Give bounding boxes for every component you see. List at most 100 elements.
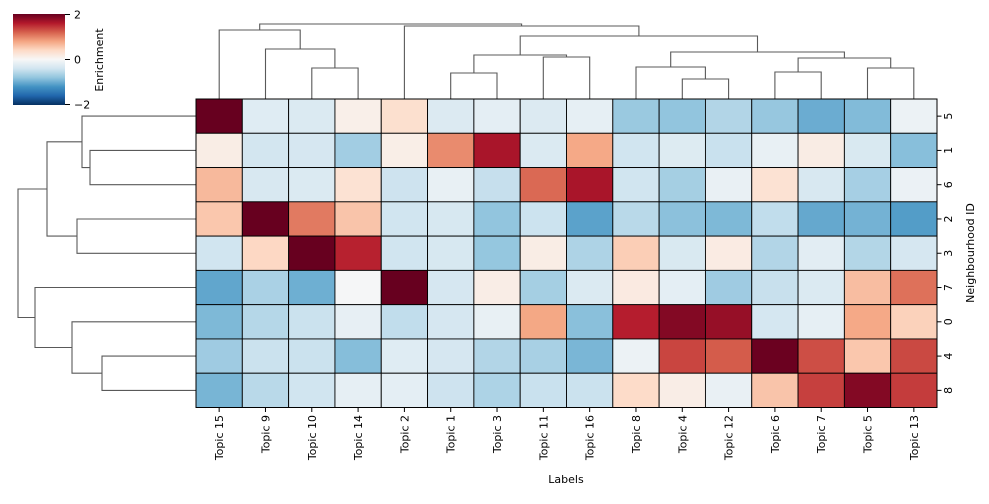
- heatmap-cell: [843, 269, 892, 306]
- heatmap-cell: [334, 235, 382, 271]
- heatmap-cell: [890, 235, 938, 271]
- heatmap-cell: [612, 167, 660, 203]
- colorbar-tick-label-max: 2: [74, 9, 81, 22]
- heatmap-cell: [241, 235, 290, 271]
- heatmap-cell: [519, 167, 567, 203]
- x-tick-label: Topic 12: [723, 415, 736, 461]
- heatmap-cell: [612, 132, 660, 169]
- heatmap-cell: [427, 167, 475, 203]
- column-dendrogram-link: [403, 25, 640, 99]
- heatmap-cell: [288, 338, 336, 374]
- y-tick-label: 3: [942, 250, 955, 257]
- heatmap-cell: [288, 235, 336, 271]
- heatmap-cell: [427, 304, 475, 340]
- colorbar: 2 0 −2 Enrichment: [13, 9, 106, 112]
- heatmap-cell: [380, 132, 429, 169]
- heatmap-cell: [288, 304, 336, 340]
- heatmap-cell: [843, 201, 892, 237]
- heatmap-cell: [704, 98, 753, 134]
- heatmap-cell: [195, 201, 243, 237]
- colorbar-gradient: [13, 14, 65, 105]
- heatmap-cell: [519, 372, 567, 408]
- column-dendrogram-link: [635, 66, 706, 99]
- heatmap-cell: [797, 98, 845, 134]
- heatmap-cell: [566, 338, 614, 374]
- heatmap-cell: [473, 235, 521, 271]
- heatmap-cell: [890, 304, 938, 340]
- heatmap-cell: [843, 167, 892, 203]
- heatmap-cell: [473, 372, 521, 408]
- heatmap-cell: [566, 132, 614, 169]
- row-dendrogram-link: [81, 115, 196, 169]
- heatmap-cell: [241, 269, 290, 306]
- heatmap-cell: [704, 201, 753, 237]
- heatmap-cell: [890, 132, 938, 169]
- heatmap-cell: [195, 269, 243, 306]
- heatmap-cell: [519, 132, 567, 169]
- column-dendrogram-link: [774, 71, 822, 99]
- heatmap-cell: [380, 372, 429, 408]
- heatmap-cell: [566, 98, 614, 134]
- heatmap-cell: [704, 304, 753, 340]
- colorbar-title: Enrichment: [93, 28, 106, 92]
- heatmap-cell: [751, 167, 799, 203]
- column-dendrogram-link: [311, 67, 359, 99]
- heatmap-cell: [241, 98, 290, 134]
- heatmap-cell: [427, 201, 475, 237]
- heatmap-cell: [612, 338, 660, 374]
- x-tick-label: Topic 13: [908, 415, 921, 461]
- heatmap-cell: [797, 201, 845, 237]
- heatmap-cell: [334, 132, 382, 169]
- x-tick-label: Topic 14: [352, 415, 365, 461]
- heatmap-cell: [380, 167, 429, 203]
- row-dendrogram-link: [17, 188, 47, 319]
- heatmap-cell: [843, 372, 892, 408]
- heatmap-cell: [241, 201, 290, 237]
- heatmap-cell: [241, 132, 290, 169]
- column-dendrogram-link: [218, 29, 301, 99]
- heatmap-cell: [704, 338, 753, 374]
- heatmap-cell: [612, 235, 660, 271]
- heatmap-cell: [566, 304, 614, 340]
- row-dendrogram: [17, 115, 196, 391]
- heatmap-cell: [241, 167, 290, 203]
- column-dendrogram-link: [259, 23, 523, 30]
- column-dendrogram-link: [681, 78, 730, 99]
- heatmap-cell: [519, 338, 567, 374]
- y-tick-label: 8: [942, 387, 955, 394]
- heatmap-cell: [658, 269, 706, 306]
- heatmap-cell: [658, 201, 706, 237]
- heatmap-cell: [797, 304, 845, 340]
- x-tick-label: Topic 5: [862, 415, 875, 454]
- y-tick-label: 2: [942, 216, 955, 223]
- heatmap-cell: [195, 372, 243, 408]
- heatmap-cell: [751, 372, 799, 408]
- heatmap-cell: [566, 235, 614, 271]
- column-dendrogram-link: [473, 54, 568, 73]
- heatmap-cell: [797, 235, 845, 271]
- heatmap-cell: [704, 235, 753, 271]
- heatmap-cell: [195, 167, 243, 203]
- row-dendrogram-link: [76, 218, 196, 254]
- heatmap-cell: [612, 304, 660, 340]
- heatmap-cell: [427, 98, 475, 134]
- y-tick-label: 1: [942, 147, 955, 154]
- x-tick-label: Topic 15: [213, 415, 226, 461]
- heatmap-cell: [519, 269, 567, 306]
- heatmap-cell: [843, 304, 892, 340]
- x-tick-label: Topic 6: [769, 415, 782, 454]
- heatmap-cell: [658, 235, 706, 271]
- heatmap-cell: [751, 304, 799, 340]
- heatmap-cell: [519, 201, 567, 237]
- heatmap-cell: [288, 167, 336, 203]
- heatmap-cell: [566, 269, 614, 306]
- heatmap-cell: [612, 98, 660, 134]
- heatmap-cell: [519, 98, 567, 134]
- heatmap-cell: [751, 201, 799, 237]
- heatmap-cell: [195, 235, 243, 271]
- y-tick-label: 0: [942, 318, 955, 325]
- heatmap-cell: [704, 167, 753, 203]
- heatmap-cell: [195, 132, 243, 169]
- heatmap-cell: [519, 304, 567, 340]
